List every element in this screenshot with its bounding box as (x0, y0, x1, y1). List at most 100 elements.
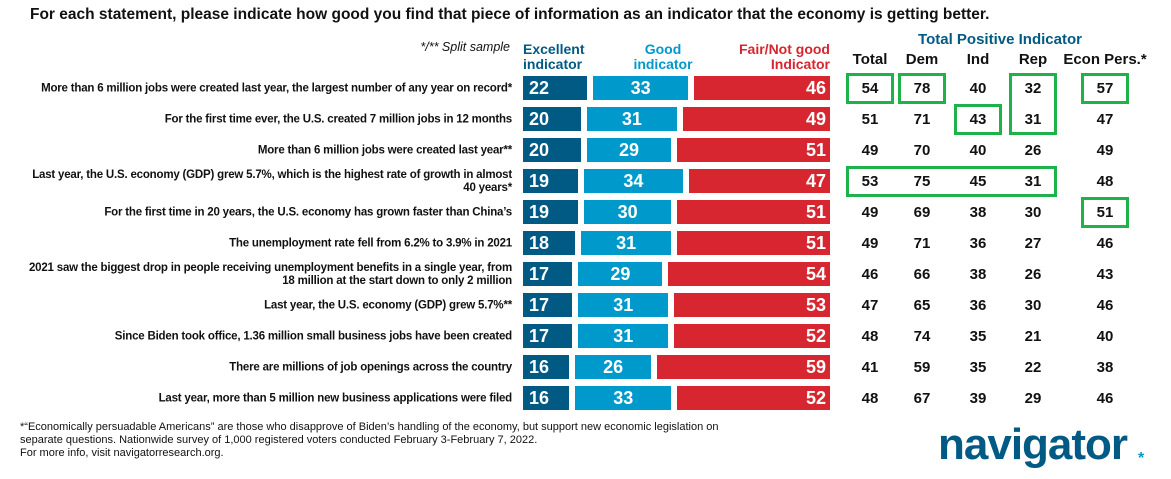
positive-value: 46 (861, 266, 879, 283)
data-label: 49 (805, 109, 826, 129)
stacked-bar: 17 31 52 (523, 324, 830, 348)
data-label: 46 (805, 78, 826, 98)
data-label: 47 (805, 171, 826, 191)
legend-good: Good indicator (633, 41, 693, 72)
data-label: 53 (805, 295, 826, 315)
positive-value: 71 (913, 235, 931, 252)
stacked-bar: 19 34 47 (523, 169, 830, 193)
bar-excellent: 19 (523, 200, 579, 224)
positive-value: 53 (861, 173, 879, 190)
bar-fair: 47 (688, 169, 830, 193)
bar-excellent: 22 (523, 76, 587, 100)
data-label: 20 (529, 140, 550, 160)
positive-value: 78 (913, 80, 931, 97)
table-row: More than 6 million jobs were created la… (0, 73, 1171, 104)
positive-value: 38 (969, 204, 987, 221)
positive-value: 48 (861, 390, 879, 407)
statement-label: There are millions of job openings acros… (229, 361, 512, 373)
data-label: 26 (603, 357, 624, 377)
positive-value: 49 (861, 235, 879, 252)
statement-label: 2021 saw the biggest drop in people rece… (28, 261, 512, 287)
statement-label: For the first time ever, the U.S. create… (164, 113, 512, 125)
highlight-box (846, 73, 894, 104)
bar-good: 30 (584, 200, 672, 224)
positive-value: 38 (1096, 359, 1114, 376)
positive-value: 51 (1096, 204, 1114, 221)
footnote: *“Economically persuadable Americans” ar… (20, 421, 740, 460)
bar-fair: 52 (677, 386, 830, 410)
bar-good: 33 (575, 386, 672, 410)
positive-value: 35 (969, 328, 987, 345)
positive-value: 57 (1096, 80, 1114, 97)
stacked-bar: 18 31 51 (523, 231, 830, 255)
bar-fair: 51 (677, 138, 830, 162)
data-label: 51 (805, 202, 826, 222)
positive-value: 46 (1096, 390, 1114, 407)
positive-value: 71 (913, 111, 931, 128)
statement-label: Last year, the U.S. economy (GDP) grew 5… (32, 168, 512, 194)
bar-excellent: 19 (523, 169, 579, 193)
positive-value: 29 (1024, 390, 1042, 407)
bar-excellent: 18 (523, 231, 576, 255)
footnote-more-info: For more info, visit navigatorresearch.o… (20, 447, 224, 459)
stacked-bar: 20 31 49 (523, 107, 830, 131)
bar-fair: 54 (668, 262, 830, 286)
bar-excellent: 20 (523, 138, 581, 162)
table-row: For the first time in 20 years, the U.S.… (0, 197, 1171, 228)
data-label: 16 (529, 357, 550, 377)
positive-value: 48 (861, 328, 879, 345)
positive-value: 26 (1024, 266, 1042, 283)
highlight-box (1081, 197, 1129, 228)
logo-asterisk: * (1138, 450, 1145, 467)
positive-value: 41 (861, 359, 879, 376)
table-row: 2021 saw the biggest drop in people rece… (0, 259, 1171, 290)
legend-excellent: Excellent indicator (523, 41, 585, 72)
data-label: 16 (529, 388, 550, 408)
statement-label: The unemployment rate fell from 6.2% to … (229, 237, 512, 249)
data-label: 29 (619, 140, 640, 160)
footnote-methodology: *“Economically persuadable Americans” ar… (20, 421, 719, 446)
data-label: 33 (630, 78, 651, 98)
bar-good: 31 (581, 231, 672, 255)
data-label: 31 (613, 326, 634, 346)
bar-fair: 51 (677, 200, 830, 224)
data-label: 17 (529, 295, 550, 315)
bar-fair: 51 (677, 231, 830, 255)
positive-value: 22 (1024, 359, 1042, 376)
statement-label: Last year, more than 5 million new busin… (158, 392, 513, 404)
chart-title: For each statement, please indicate how … (30, 6, 990, 23)
positive-value: 35 (969, 359, 987, 376)
table-row: For the first time ever, the U.S. create… (0, 104, 1171, 135)
bar-good: 31 (578, 324, 669, 348)
data-label: 34 (623, 171, 644, 191)
data-label: 31 (616, 233, 637, 253)
bar-good: 29 (587, 138, 672, 162)
data-label: 51 (805, 233, 826, 253)
data-label: 19 (529, 171, 550, 191)
positive-value: 49 (861, 204, 879, 221)
positive-value: 36 (969, 235, 987, 252)
statement-label: Last year, the U.S. economy (GDP) grew 5… (264, 299, 512, 311)
positive-value: 39 (969, 390, 987, 407)
positive-value: 75 (913, 173, 931, 190)
bar-good: 31 (578, 293, 669, 317)
positive-value: 74 (913, 328, 931, 345)
positive-value: 67 (913, 390, 931, 407)
positive-value: 47 (861, 297, 879, 314)
stacked-bar: 16 33 52 (523, 386, 830, 410)
highlight-box (846, 166, 1057, 197)
table-row: The unemployment rate fell from 6.2% to … (0, 228, 1171, 259)
positive-value: 54 (861, 80, 879, 97)
positive-value: 65 (913, 297, 931, 314)
data-label: 18 (529, 233, 550, 253)
positive-value: 43 (969, 111, 987, 128)
data-label: 52 (805, 326, 826, 346)
positive-value: 27 (1024, 235, 1042, 252)
data-label: 20 (529, 109, 550, 129)
highlight-box (1009, 73, 1057, 135)
data-label: 19 (529, 202, 550, 222)
bar-good: 33 (592, 76, 689, 100)
table-row: Last year, more than 5 million new busin… (0, 383, 1171, 414)
bar-excellent: 16 (523, 355, 570, 379)
legend-fair: Fair/Not good Indicator (739, 41, 830, 72)
